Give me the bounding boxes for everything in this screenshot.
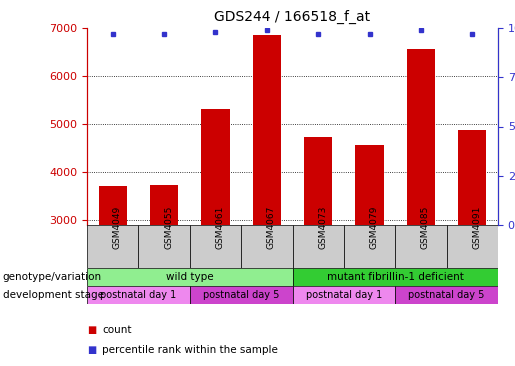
Bar [395,286,498,304]
Text: postnatal day 1: postnatal day 1 [306,290,382,300]
Title: GDS244 / 166518_f_at: GDS244 / 166518_f_at [214,10,371,24]
Bar [395,225,447,268]
Bar [293,225,344,268]
Bar [190,225,241,268]
Bar [344,225,395,268]
Text: GSM4085: GSM4085 [421,205,430,249]
Bar [355,145,384,364]
Bar [293,268,498,286]
Text: ■: ■ [87,325,96,335]
Text: GSM4073: GSM4073 [318,205,327,249]
Text: postnatal day 1: postnatal day 1 [100,290,177,300]
Text: development stage: development stage [3,290,104,300]
Bar [253,35,281,364]
Text: mutant fibrillin-1 deficient: mutant fibrillin-1 deficient [327,272,464,282]
Text: count: count [102,325,132,335]
Bar [87,268,293,286]
Bar [407,49,435,364]
Bar [150,184,178,364]
Text: GSM4091: GSM4091 [472,205,482,249]
Bar [87,286,190,304]
Text: GSM4055: GSM4055 [164,205,173,249]
Text: postnatal day 5: postnatal day 5 [408,290,485,300]
Bar [447,225,498,268]
Bar [201,109,230,364]
Bar [241,225,293,268]
Bar [98,186,127,364]
Text: GSM4079: GSM4079 [370,205,379,249]
Text: wild type: wild type [166,272,214,282]
Text: GSM4049: GSM4049 [113,206,122,249]
Bar [87,225,139,268]
Text: GSM4067: GSM4067 [267,205,276,249]
Text: postnatal day 5: postnatal day 5 [203,290,279,300]
Text: genotype/variation: genotype/variation [3,272,101,282]
Text: ■: ■ [87,345,96,355]
Bar [458,130,487,364]
Bar [293,286,395,304]
Bar [190,286,293,304]
Text: percentile rank within the sample: percentile rank within the sample [102,345,278,355]
Bar [304,137,332,364]
Text: GSM4061: GSM4061 [215,205,225,249]
Bar [139,225,190,268]
